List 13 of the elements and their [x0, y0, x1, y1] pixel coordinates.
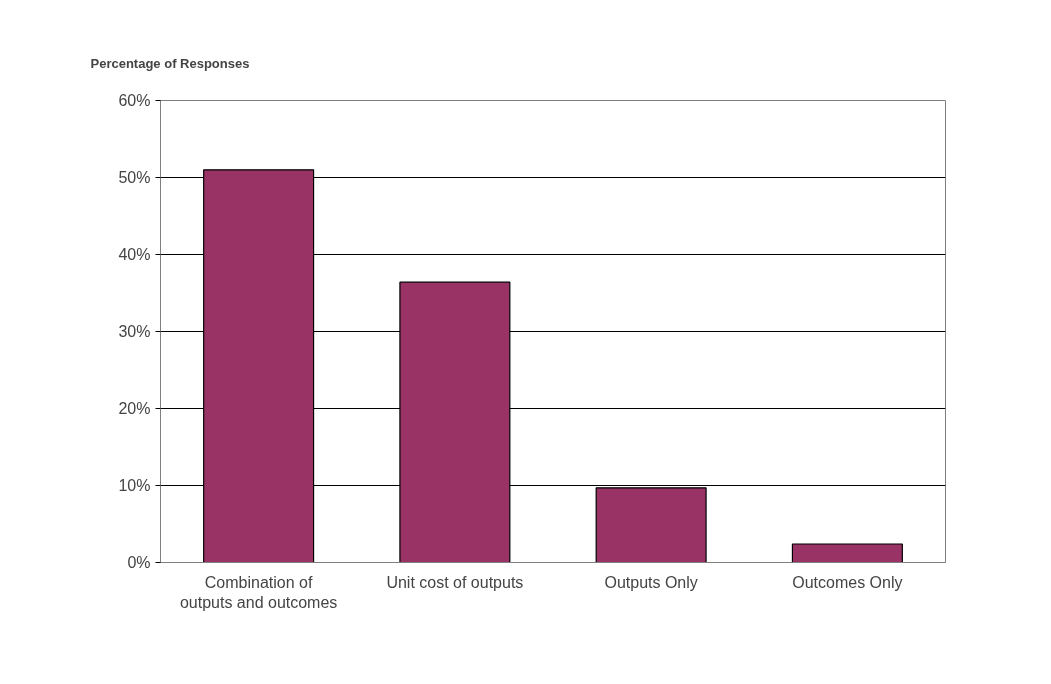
y-tick-label: 50% — [118, 169, 151, 186]
y-tick-label: 0% — [127, 554, 151, 571]
x-tick-label: Combination of outputs and outcomes — [179, 573, 338, 611]
x-tick-label: Outputs Only — [604, 573, 698, 591]
y-tick-label: 60% — [118, 92, 151, 109]
y-tick-label: 10% — [118, 477, 151, 494]
y-axis-title: Percentage of Responses — [90, 55, 250, 71]
x-tick-label: Unit cost of outputs — [386, 573, 524, 591]
y-tick-label: 40% — [118, 246, 151, 263]
y-tick-label: 20% — [118, 400, 151, 417]
y-tick-label: 30% — [118, 323, 151, 340]
x-tick-label: Outcomes Only — [792, 573, 903, 591]
bar — [791, 543, 903, 563]
